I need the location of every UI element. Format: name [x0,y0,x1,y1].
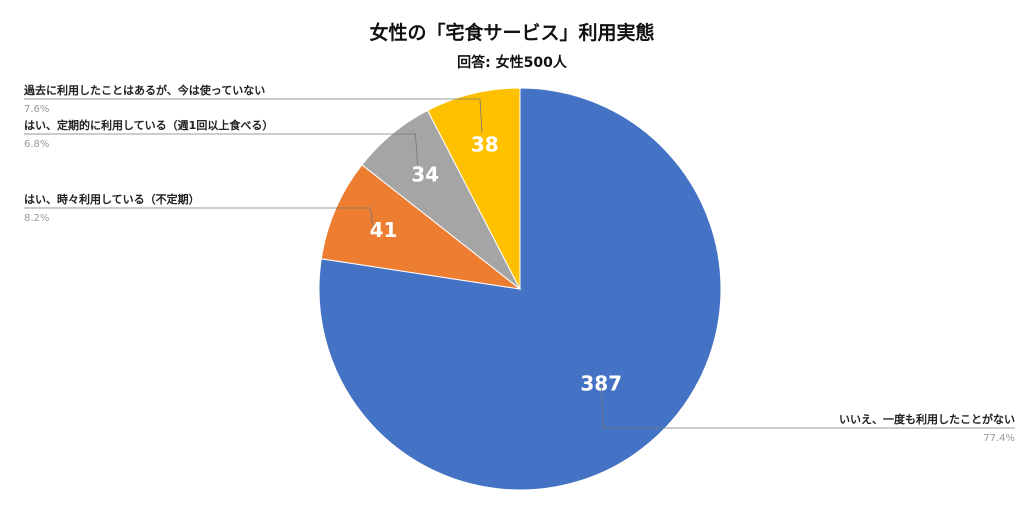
legend-percent: 8.2% [24,213,49,224]
legend-label: 過去に利用したことはあるが、今は使っていない [23,83,265,97]
legend-label: いいえ、一度も利用したことがない [839,412,1015,426]
slice-value-label: 38 [471,132,499,156]
leader-line [600,383,1015,429]
chart-title: 女性の「宅食サービス」利用実態 [369,22,655,44]
leader-line [24,98,483,133]
legend-label: はい、定期的に利用している（週1回以上食べる） [24,118,273,132]
slice-value-label: 34 [411,162,439,186]
leader-line [24,207,373,226]
leader-line [24,133,418,166]
legend-percent: 7.6% [24,104,49,115]
pie-slice [426,87,521,290]
legend-label: はい、時々利用している（不定期） [24,192,200,206]
pie-slice [320,164,522,290]
legend-percent: 77.4% [983,433,1015,444]
chart-subtitle: 回答: 女性500人 [457,55,567,71]
slice-value-label: 41 [370,218,398,242]
legend-percent: 6.8% [24,139,49,150]
